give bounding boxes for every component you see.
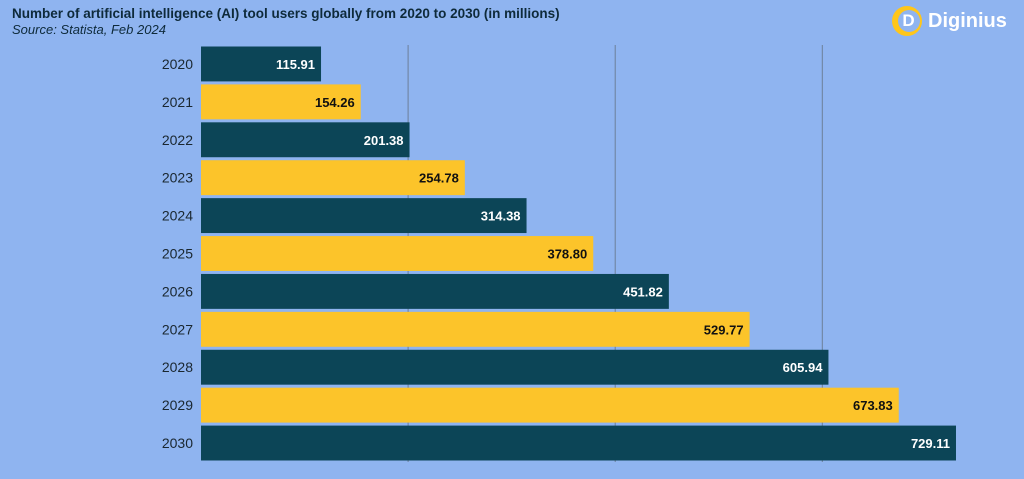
logo-letter: D — [902, 11, 915, 30]
bar-2022 — [201, 122, 410, 158]
y-tick-label: 2028 — [162, 359, 193, 375]
data-label: 529.77 — [704, 322, 744, 337]
bar-2020 — [201, 46, 322, 82]
data-label: 673.83 — [853, 398, 893, 413]
bar-2027 — [201, 311, 750, 347]
brand-logo: D Diginius — [892, 6, 1007, 36]
bar-2028 — [201, 349, 829, 385]
y-tick-label: 2027 — [162, 321, 193, 337]
y-tick-label: 2024 — [162, 208, 193, 224]
data-label: 115.91 — [276, 57, 315, 72]
y-tick-label: 2021 — [162, 94, 193, 110]
y-tick-label: 2025 — [162, 246, 193, 262]
logo-name: Diginius — [928, 9, 1007, 32]
bar-2023 — [201, 160, 465, 196]
bar-2030 — [201, 425, 956, 461]
data-label: 451.82 — [623, 284, 663, 299]
chart-title: Number of artificial intelligence (AI) t… — [12, 6, 560, 21]
y-tick-label: 2022 — [162, 132, 193, 148]
y-tick-label: 2020 — [162, 56, 193, 72]
data-label: 201.38 — [364, 133, 404, 148]
bar-2025 — [201, 236, 594, 271]
y-tick-label: 2029 — [162, 397, 193, 413]
bar-2024 — [201, 198, 527, 234]
data-label: 729.11 — [911, 436, 950, 451]
data-label: 605.94 — [783, 360, 824, 375]
logo-icon: D — [892, 6, 922, 36]
chart-source: Source: Statista, Feb 2024 — [12, 22, 166, 37]
y-tick-label: 2023 — [162, 170, 193, 186]
bar-2021 — [201, 84, 361, 120]
data-label: 314.38 — [481, 209, 521, 224]
data-label: 254.78 — [419, 171, 459, 186]
data-label: 378.80 — [547, 247, 587, 262]
bar-2026 — [201, 273, 669, 309]
y-tick-label: 2026 — [162, 283, 193, 299]
bar-2029 — [201, 387, 899, 423]
data-label: 154.26 — [315, 95, 355, 110]
y-tick-label: 2030 — [162, 435, 193, 451]
